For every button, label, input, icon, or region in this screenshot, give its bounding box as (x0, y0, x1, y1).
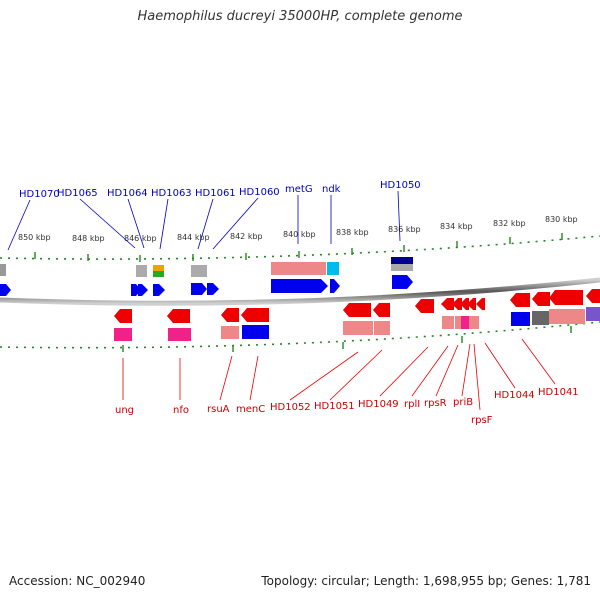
gene-arrow[interactable] (138, 284, 148, 296)
gene-arrow[interactable] (271, 279, 328, 293)
gene-arrow[interactable] (510, 293, 530, 307)
gene-arrow[interactable] (343, 303, 371, 317)
bottom-labels: ung nfo rsuA menC HD1052 HD1051 HD1049 r… (115, 387, 579, 426)
gene-label[interactable]: nfo (173, 405, 189, 416)
ruler-label: 830 kbp (545, 215, 578, 224)
gene-block[interactable] (153, 265, 164, 271)
gene-arrow[interactable] (467, 298, 476, 310)
gene-label[interactable]: rpsR (424, 398, 447, 409)
gene-block[interactable] (221, 326, 239, 339)
forward-genes (0, 257, 413, 296)
accession-text: Accession: NC_002940 (9, 574, 146, 588)
gene-label[interactable]: HD1044 (494, 390, 535, 401)
gene-block[interactable] (136, 265, 147, 277)
gene-block[interactable] (455, 316, 461, 329)
ruler-label: 842 kbp (230, 232, 263, 241)
gene-arrow[interactable] (392, 275, 413, 289)
gene-block[interactable] (391, 264, 413, 271)
gene-block[interactable] (327, 262, 339, 275)
gene-block[interactable] (549, 309, 585, 324)
gene-label[interactable]: rpsF (471, 415, 493, 426)
ruler-label: 844 kbp (177, 233, 210, 242)
ruler-label: 836 kbp (388, 225, 421, 234)
ruler-label: 834 kbp (440, 222, 473, 231)
gene-label[interactable]: HD1070 (19, 189, 60, 200)
gene-arrow[interactable] (460, 298, 469, 310)
gene-arrow[interactable] (441, 298, 454, 310)
gene-block[interactable] (586, 307, 600, 321)
gene-label[interactable]: HD1050 (380, 180, 421, 191)
gene-block[interactable] (153, 271, 164, 277)
gene-arrow[interactable] (586, 289, 600, 303)
ruler-label: 846 kbp (124, 234, 157, 243)
top-leaders (7, 190, 401, 251)
gene-arrow[interactable] (191, 283, 207, 295)
gene-block[interactable] (374, 321, 390, 335)
gene-block[interactable] (0, 264, 6, 276)
gene-label[interactable]: priB (453, 397, 473, 408)
gene-block[interactable] (271, 262, 326, 275)
gene-block[interactable] (242, 325, 269, 339)
gene-label[interactable]: HD1041 (538, 387, 579, 398)
gene-arrow[interactable] (330, 279, 340, 293)
gene-label[interactable]: rplI (404, 399, 420, 410)
gene-block[interactable] (168, 328, 191, 341)
gene-label[interactable]: HD1051 (314, 401, 355, 412)
reverse-genes (114, 289, 600, 341)
gene-label[interactable]: menC (236, 404, 265, 415)
gene-label[interactable]: HD1052 (270, 402, 311, 413)
gene-arrow[interactable] (0, 284, 11, 296)
gene-label[interactable]: HD1065 (57, 188, 98, 199)
genome-backbone (0, 277, 600, 306)
ruler-label: 840 kbp (283, 230, 316, 239)
gene-arrow[interactable] (476, 298, 485, 310)
gene-block[interactable] (343, 321, 373, 335)
gene-label[interactable]: HD1063 (151, 188, 192, 199)
gene-label[interactable]: ndk (322, 184, 341, 195)
lower-tick-track (0, 321, 600, 349)
gene-arrow[interactable] (114, 309, 132, 323)
gene-arrow[interactable] (415, 299, 434, 313)
gene-arrow[interactable] (167, 309, 190, 323)
major-ticks (34, 233, 572, 352)
gene-block[interactable] (511, 312, 530, 326)
ruler: 850 kbp 848 kbp 846 kbp 844 kbp 842 kbp … (18, 215, 578, 243)
gene-label[interactable]: HD1049 (358, 399, 399, 410)
map-title: Haemophilus ducreyi 35000HP, complete ge… (137, 9, 463, 24)
gene-label[interactable]: rsuA (207, 404, 230, 415)
gene-label[interactable]: HD1064 (107, 188, 148, 199)
gene-arrow[interactable] (373, 303, 390, 317)
gene-arrow[interactable] (221, 308, 239, 322)
gene-block[interactable] (532, 311, 549, 325)
bottom-leaders (122, 338, 556, 411)
gene-arrow[interactable] (452, 298, 462, 310)
gene-block[interactable] (114, 328, 132, 341)
ruler-label: 848 kbp (72, 234, 105, 243)
gene-label[interactable]: HD1060 (239, 187, 280, 198)
ruler-label: 838 kbp (336, 228, 369, 237)
gene-label[interactable]: ung (115, 405, 134, 416)
ruler-label: 850 kbp (18, 233, 51, 242)
gene-block[interactable] (191, 265, 207, 277)
gene-arrow[interactable] (241, 308, 269, 322)
gene-label[interactable]: HD1061 (195, 188, 236, 199)
gene-arrow[interactable] (207, 283, 219, 295)
gene-arrow[interactable] (532, 292, 550, 306)
gene-block[interactable] (391, 257, 413, 264)
gene-block[interactable] (442, 316, 454, 329)
gene-block[interactable] (469, 316, 479, 329)
gene-block[interactable] (461, 316, 469, 329)
gene-arrow[interactable] (549, 290, 583, 305)
ruler-label: 832 kbp (493, 219, 526, 228)
top-labels: HD1070 HD1065 HD1064 HD1063 HD1061 HD106… (19, 180, 421, 200)
gene-label[interactable]: metG (285, 184, 313, 195)
gene-arrow[interactable] (153, 284, 165, 296)
topology-text: Topology: circular; Length: 1,698,955 bp… (261, 574, 591, 588)
